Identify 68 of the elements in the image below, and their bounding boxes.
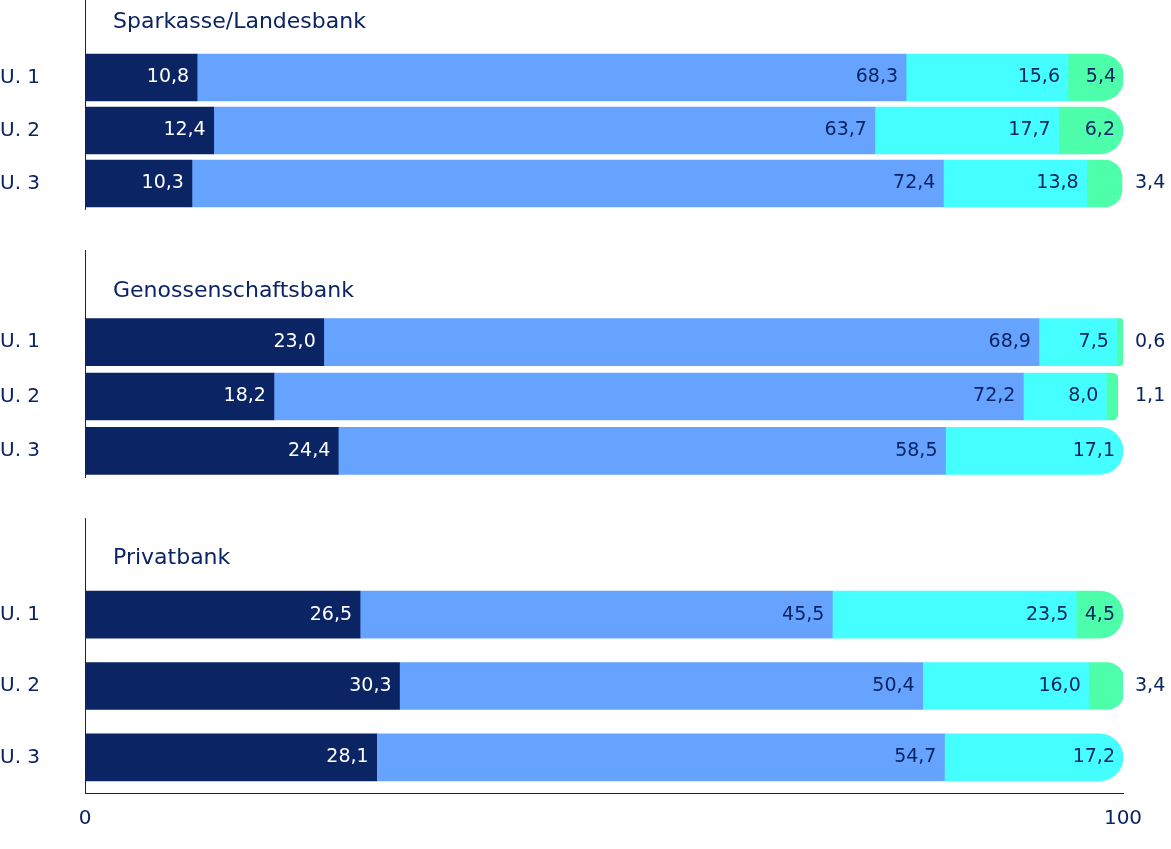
data-label: 18,2 (223, 383, 266, 406)
data-label: 12,4 (163, 117, 206, 140)
x-tick-label: 0 (78, 805, 92, 830)
bar (273, 372, 1024, 421)
data-label: 3,4 (1135, 170, 1166, 193)
data-label: 54,7 (894, 744, 937, 767)
bar (359, 590, 833, 639)
data-label: 13,8 (1036, 170, 1079, 193)
bar (1038, 318, 1118, 366)
data-label: 0,6 (1135, 329, 1166, 352)
bar (922, 662, 1090, 710)
bar (191, 159, 944, 208)
y-tick-label: U. 1 (0, 600, 41, 625)
data-label: 30,3 (349, 672, 392, 695)
data-label: 28,1 (326, 744, 369, 767)
data-label: 17,7 (1008, 117, 1051, 140)
chart-title: Genossenschaftsbank (113, 276, 355, 302)
y-tick-label: U. 3 (0, 169, 41, 194)
chart-title: Sparkasse/Landesbank (113, 7, 367, 33)
y-tick-label: U. 3 (0, 437, 41, 462)
data-label: 23,5 (1025, 601, 1069, 624)
y-tick-label: U. 2 (0, 672, 41, 697)
bar (945, 427, 1123, 475)
bar (213, 106, 876, 155)
x-tick-label: 100 (1103, 805, 1143, 830)
data-label: 10,3 (141, 170, 184, 193)
data-label: 10,8 (146, 64, 190, 87)
data-label: 23,0 (273, 329, 316, 352)
data-label: 4,5 (1084, 601, 1115, 624)
data-label: 24,4 (287, 437, 331, 460)
data-label: 7,5 (1078, 329, 1109, 352)
bar (399, 662, 923, 710)
data-label: 8,0 (1068, 383, 1099, 406)
y-tick-label: U. 1 (0, 63, 41, 88)
data-label: 63,7 (824, 117, 867, 140)
data-label: 1,1 (1135, 383, 1166, 406)
data-label: 50,4 (872, 672, 915, 695)
data-label: 5,4 (1085, 64, 1117, 87)
bar (905, 53, 1069, 102)
text: Privatbank (113, 543, 231, 569)
data-label: 72,4 (893, 170, 936, 193)
y-tick-label: U. 2 (0, 116, 41, 141)
data-label: 26,5 (309, 601, 353, 624)
bar (944, 733, 1123, 782)
data-label: 68,9 (988, 329, 1031, 352)
data-label: 45,5 (782, 601, 825, 624)
data-label: 17,1 (1072, 437, 1115, 460)
data-label: 16,0 (1038, 672, 1081, 695)
bar (1116, 318, 1123, 366)
bar (943, 159, 1087, 208)
data-label: 58,5 (895, 437, 938, 460)
bar (196, 53, 907, 102)
bar (832, 590, 1077, 639)
y-tick-label: U. 2 (0, 382, 41, 407)
data-label: 3,4 (1135, 672, 1166, 695)
bar (337, 427, 946, 475)
data-label: 6,2 (1084, 117, 1115, 140)
data-label: 68,3 (855, 64, 899, 87)
bar (1023, 372, 1107, 421)
bar (1106, 372, 1119, 421)
bar (376, 733, 945, 782)
bar (874, 106, 1059, 155)
data-label: 15,6 (1017, 64, 1060, 87)
bar (323, 318, 1040, 366)
data-label: 72,2 (973, 383, 1016, 406)
y-tick-label: U. 3 (0, 743, 41, 768)
y-tick-label: U. 1 (0, 328, 41, 353)
data-label: 17,2 (1072, 744, 1115, 767)
